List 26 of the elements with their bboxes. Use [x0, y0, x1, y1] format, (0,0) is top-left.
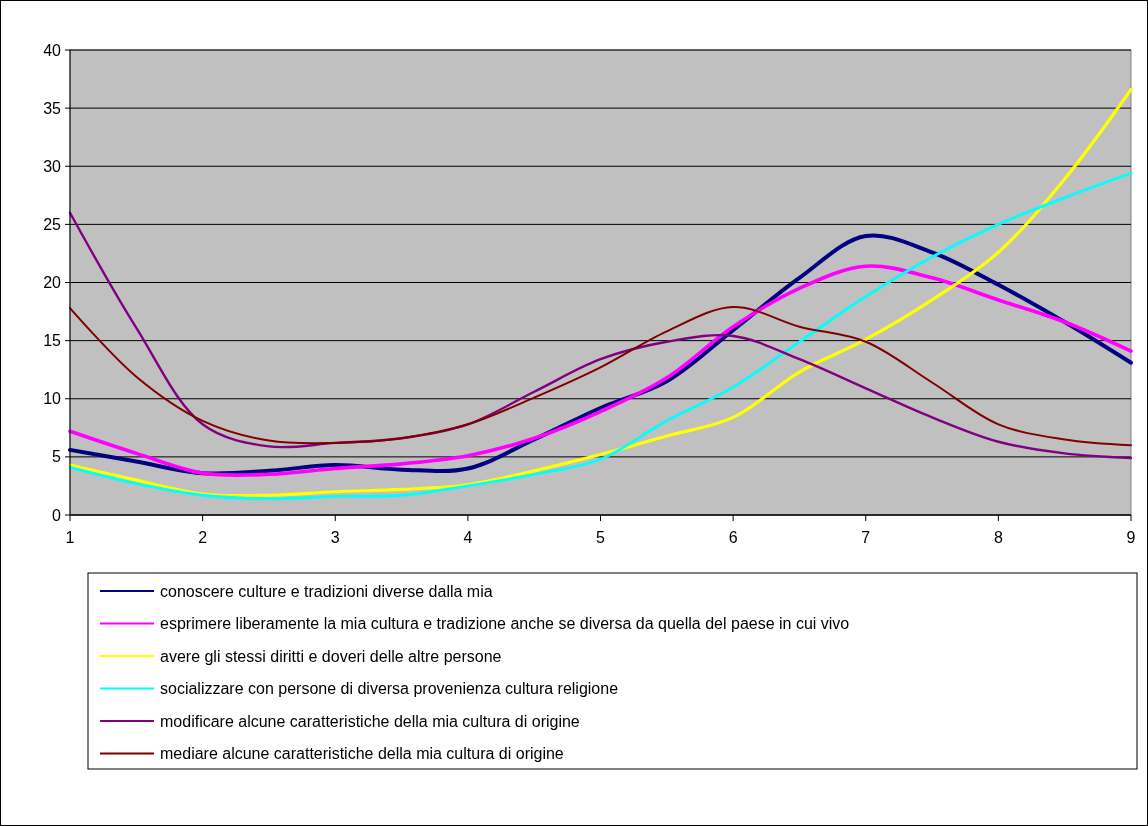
- legend-label: socializzare con persone di diversa provenienza cultura religione: [160, 680, 619, 698]
- x-tick-label: 3: [330, 529, 340, 546]
- x-tick-label: 8: [993, 529, 1003, 546]
- y-tick-label: 0: [52, 506, 62, 524]
- legend-label: avere gli stessi diritti e doveri delle altre persone: [160, 647, 502, 665]
- legend-label: mediare alcune caratteristiche della mia cultura di origine: [160, 745, 564, 763]
- legend-label: modificare alcune caratteristiche della mia cultura di origine: [160, 712, 580, 730]
- line-series: [68, 87, 1133, 498]
- y-tick-label: 35: [43, 99, 62, 117]
- x-tick-label: 2: [198, 529, 208, 546]
- x-tick-label: 7: [861, 529, 871, 546]
- y-tick-label: 30: [43, 157, 62, 175]
- x-tick-label: 4: [463, 529, 473, 546]
- x-tick-label: 1: [65, 529, 75, 546]
- y-tick-label: 25: [43, 215, 62, 233]
- y-tick-label: 5: [52, 448, 62, 466]
- x-tick-label: 5: [596, 529, 606, 546]
- y-tick-label: 20: [43, 274, 62, 292]
- x-tick-label: 6: [728, 529, 738, 546]
- y-tick-label: 10: [43, 390, 62, 408]
- y-tick-label: 15: [43, 332, 62, 350]
- line-series: [68, 171, 1133, 501]
- legend-label: conoscere culture e tradizioni diverse dalla mia: [160, 582, 493, 600]
- x-tick-label: 9: [1126, 529, 1136, 546]
- y-tick-label: 40: [43, 41, 62, 59]
- legend-label: esprimere liberamente la mia cultura e tradizione anche se diversa da quella del paese in cui vivo: [160, 615, 850, 633]
